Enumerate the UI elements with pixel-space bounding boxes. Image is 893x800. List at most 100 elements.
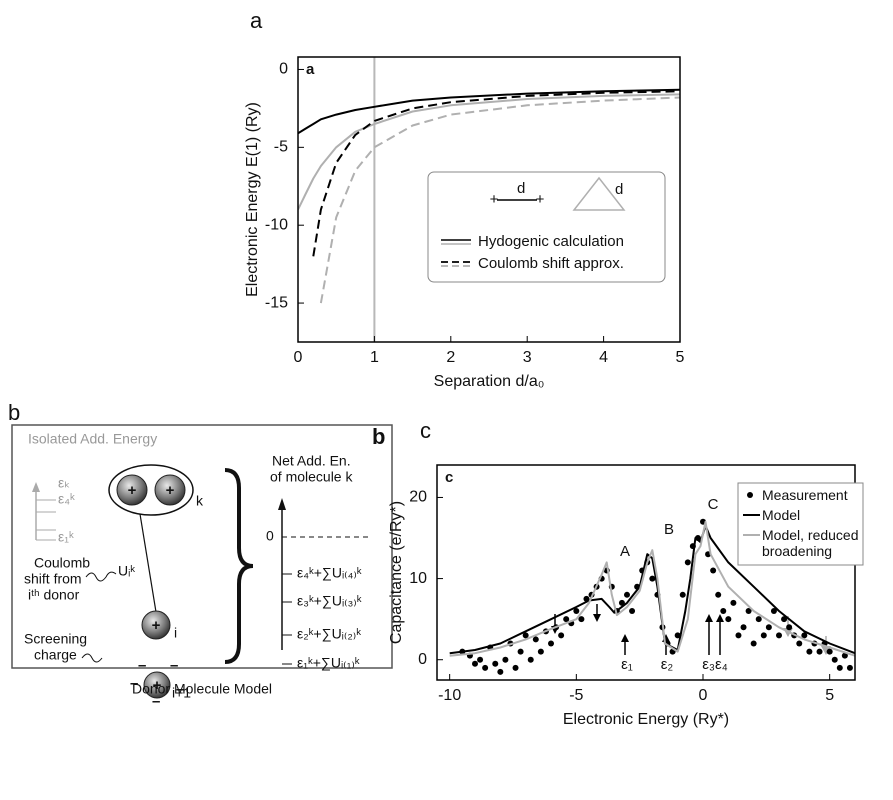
diagram-text: i+1 <box>172 685 191 701</box>
diagram: + + + + – – – – – <box>11 424 393 710</box>
x-axis-label: Electronic Energy (Ry*) <box>563 711 729 728</box>
data-point <box>770 608 777 615</box>
diagram-text: Net Add. En. <box>272 453 351 469</box>
panel-label: c <box>420 418 431 443</box>
x-tick-label: 2 <box>446 349 455 366</box>
annotation: ε₁ <box>621 656 633 673</box>
diagram-text: ε₃ᵏ+∑Uᵢ₍₃₎ᵏ <box>297 593 362 609</box>
diagram-text: ε₄ᵏ <box>58 491 75 507</box>
panel-tag: a <box>306 61 315 78</box>
data-point <box>629 608 636 615</box>
y-tick-label: -5 <box>274 139 288 156</box>
x-tick-label: 5 <box>676 349 685 366</box>
data-point <box>796 640 803 647</box>
x-axis-label: Separation d/a₀ <box>434 373 545 390</box>
x-tick-label: -5 <box>569 687 583 704</box>
x-tick-label: 4 <box>599 349 608 366</box>
diagram-text: Coulomb <box>34 555 90 571</box>
data-point <box>715 591 722 598</box>
diagram-text: iᵗʰ donor <box>28 587 80 603</box>
data-point <box>684 559 691 566</box>
plot-area <box>298 57 680 342</box>
data-point <box>760 632 767 639</box>
legend-icons: + + <box>441 176 626 267</box>
panel-tag: c <box>445 469 453 486</box>
data-point <box>492 660 499 667</box>
annotation: ε₂ <box>661 656 674 673</box>
x-tick-label: 0 <box>294 349 303 366</box>
data-point <box>801 632 808 639</box>
diagram-text: Screening <box>24 631 87 647</box>
data-point <box>679 591 686 598</box>
data-point <box>781 616 788 623</box>
annotation: A <box>620 543 630 560</box>
chart: -10 -5 0 5 0 10 20 Electronic Energy (Ry*) Capac… <box>388 464 864 728</box>
data-point <box>831 656 838 663</box>
data-point <box>841 652 848 659</box>
data-point <box>720 608 727 615</box>
diagram-caption: Donor Molecule Model <box>132 681 272 697</box>
data-point <box>517 648 524 655</box>
data-point <box>573 608 580 615</box>
panel-label: b <box>8 400 20 425</box>
data-point <box>649 575 656 582</box>
diagram-text: εₖ <box>58 475 70 491</box>
series-line <box>312 90 680 257</box>
legend-label-box: Measurement <box>762 487 848 503</box>
y-tick-label: 0 <box>418 651 427 668</box>
legend-label: Model <box>762 507 801 523</box>
data-point <box>558 632 565 639</box>
data-point <box>532 636 539 643</box>
data-point <box>730 599 737 606</box>
series-line <box>319 96 680 304</box>
legend-box <box>427 171 666 283</box>
data-point <box>512 664 519 671</box>
svg-text:–: – <box>138 657 146 674</box>
legend-label: Coulomb shift approx. <box>478 255 624 272</box>
diagram-text: 0 <box>266 528 274 544</box>
annotation: B <box>664 521 674 538</box>
plot-frame <box>436 464 856 681</box>
data-point <box>674 632 681 639</box>
data-point <box>750 640 757 647</box>
legend-label-box: Model, reduced broadening <box>762 527 859 559</box>
annotation: C <box>708 496 719 513</box>
x-tick-label: 3 <box>523 349 532 366</box>
svg-text:+: + <box>152 617 161 634</box>
data-point <box>755 616 762 623</box>
x-tick-label: 5 <box>825 687 834 704</box>
y-tick-label: 20 <box>409 489 427 506</box>
data-point <box>765 624 772 631</box>
series-line <box>298 88 680 135</box>
data-point <box>482 664 489 671</box>
y-tick-label: -15 <box>265 294 288 311</box>
svg-text:+: + <box>166 482 175 499</box>
data-point <box>502 656 509 663</box>
legend-icon-label: d <box>615 181 623 198</box>
legend-box <box>737 482 864 566</box>
y-axis-label: Capacitance (e/Ry*) <box>388 501 405 644</box>
diagram-text: ε₁ᵏ <box>58 529 74 545</box>
plot-frame <box>297 56 681 343</box>
diagram-text: k <box>196 493 204 509</box>
svg-text:+: + <box>153 677 162 694</box>
data-point <box>624 591 630 598</box>
data-point <box>846 664 853 671</box>
diagram-text: ε₁ᵏ+∑Uᵢ₍₁₎ᵏ <box>297 655 360 671</box>
legend-marker <box>747 492 753 498</box>
data-point <box>776 632 782 639</box>
svg-text:–: – <box>170 657 178 674</box>
data-point <box>710 567 717 574</box>
svg-text:–: – <box>130 675 138 692</box>
y-tick-label: -10 <box>265 216 288 233</box>
series-line <box>449 520 855 657</box>
data-point <box>816 648 823 655</box>
y-axis-label: Electronic Energy E(1) (Ry) <box>244 102 261 297</box>
data-point <box>477 656 484 663</box>
diagram-text: i <box>174 625 177 641</box>
data-point <box>527 656 534 663</box>
panel-label: a <box>250 8 263 33</box>
data-point <box>735 632 742 639</box>
svg-text:–: – <box>176 681 184 698</box>
